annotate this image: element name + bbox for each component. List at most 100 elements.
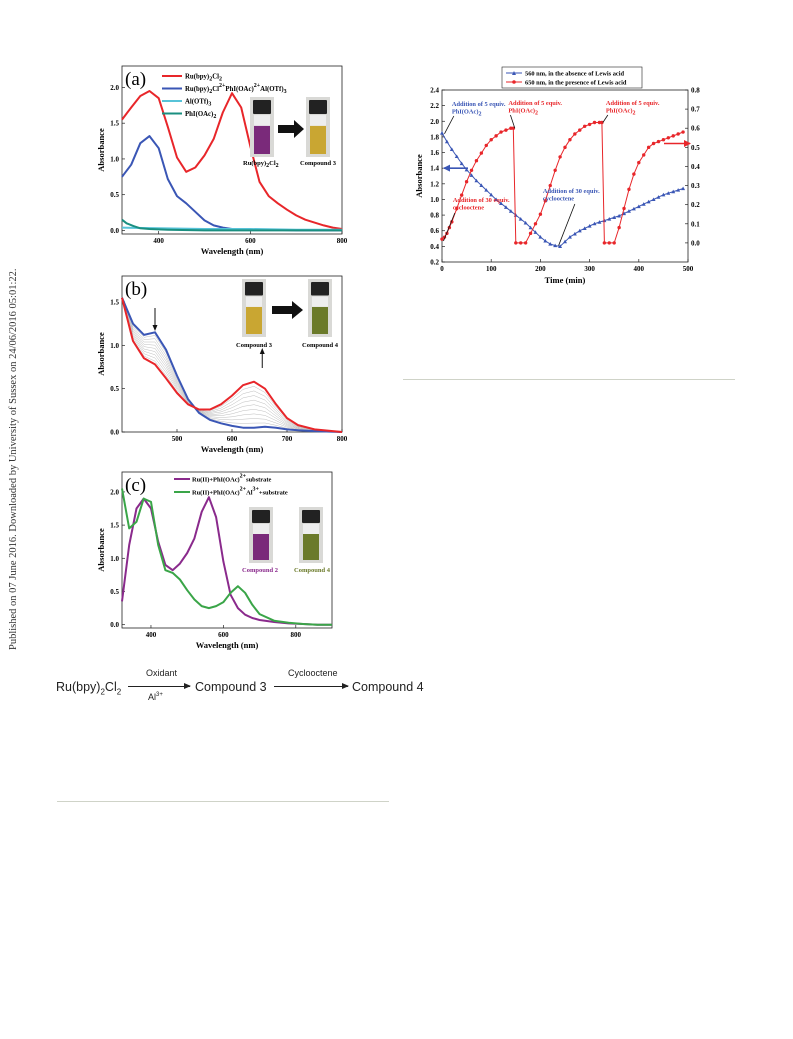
x-tick-label: 100 [486, 265, 497, 273]
data-point [519, 241, 523, 245]
series-line-1 [121, 496, 332, 626]
annotation-line1: Addition of 5 equiv. [508, 100, 562, 107]
intermediate-spectrum [121, 297, 343, 433]
data-point [587, 224, 592, 228]
y-tick-label: 0.2 [430, 259, 439, 267]
legend-label: Al(OTf)3​ [185, 99, 211, 108]
annotation-line1: Addition of 5 equiv. [606, 100, 660, 107]
y-tick-label: 0.4 [430, 243, 439, 251]
data-point [459, 193, 464, 197]
data-point [637, 160, 641, 165]
vial-right-glass [312, 296, 328, 307]
intermediate-spectrum [121, 297, 343, 433]
vial-right [299, 507, 323, 563]
data-point [558, 244, 563, 248]
data-point [567, 234, 572, 239]
decrease-arrow-head [152, 325, 158, 331]
data-point [548, 183, 552, 188]
data-point [543, 199, 548, 203]
x-tick-label: 400 [634, 265, 645, 273]
data-point [440, 131, 444, 135]
data-point [469, 173, 474, 177]
data-point [636, 204, 641, 209]
y2-tick-label: 0.1 [691, 220, 700, 228]
data-point [464, 167, 469, 172]
data-point [484, 188, 489, 192]
vial-right-cap [311, 282, 329, 296]
x-tick-label: 600 [218, 631, 229, 639]
intermediate-spectrum [121, 297, 343, 433]
intermediate-spectrum [121, 297, 343, 433]
absorbance-chart-b: 500 600 700 800 0.0 0.5 1.0 1.5 Wavelength (nm) A… [96, 275, 348, 454]
data-point [617, 213, 622, 218]
data-point [582, 124, 587, 129]
annotation-line2: PhI(OAc)2​ [508, 108, 538, 117]
data-point [563, 145, 567, 150]
inset-label-left: Compound 3 [236, 342, 273, 349]
y-tick-label: 1.0 [110, 555, 119, 563]
legend-label: PhI(OAc)2​ [185, 111, 216, 120]
x-tick-label: 600 [227, 435, 238, 443]
vial-right-cap [302, 510, 320, 523]
data-point [528, 225, 533, 230]
data-point [617, 225, 621, 230]
data-point [573, 132, 577, 136]
data-point [494, 134, 498, 138]
data-point [632, 172, 636, 176]
increase-arrow-head [259, 348, 265, 354]
intermediate-spectrum [121, 297, 343, 433]
annotation-line1: Addition of 30 equiv. [543, 188, 600, 195]
data-point [563, 239, 567, 244]
data-point [607, 241, 611, 245]
y2-tick-label: 0.4 [691, 163, 700, 171]
data-point [592, 221, 597, 226]
x-tick-label: 0 [440, 265, 444, 273]
inset-arrow [278, 120, 304, 138]
data-point [523, 220, 528, 225]
y-tick-label: 1.0 [110, 342, 119, 350]
data-point [646, 199, 651, 204]
data-point [666, 136, 671, 140]
inset-label-right: Compound 4 [302, 342, 339, 349]
scheme-arrow-1 [128, 683, 191, 689]
data-point [572, 231, 577, 236]
data-point [651, 141, 656, 146]
vial-left-cap [252, 510, 270, 523]
x-axis-label: Wavelength (nm) [201, 246, 264, 256]
y-axis-label: Absorbance [96, 528, 106, 572]
data-point [612, 241, 616, 245]
vial-left-liquid [254, 125, 270, 154]
data-point [464, 180, 469, 184]
vial-left [242, 279, 266, 337]
data-point [568, 137, 572, 142]
data-point [661, 192, 666, 197]
scheme-arrow-2 [274, 683, 349, 689]
data-point [514, 241, 518, 245]
x-tick-label: 400 [153, 237, 164, 245]
annotation-arrow [558, 203, 576, 246]
data-point [631, 206, 636, 211]
series-line-1 [121, 297, 343, 433]
data-point [548, 242, 553, 246]
scheme-start: Ru(bpy)2Cl2 [56, 680, 122, 697]
data-point [538, 212, 543, 216]
data-point [474, 159, 479, 163]
data-point [469, 168, 474, 172]
data-point [489, 192, 494, 197]
data-point [681, 186, 686, 191]
data-point [533, 222, 538, 226]
legend-marker [512, 80, 516, 84]
vial-right-cap [309, 100, 327, 115]
data-point [508, 209, 513, 213]
data-point [489, 137, 493, 142]
vial-right [306, 97, 330, 157]
y-tick-label: 1.6 [430, 149, 439, 157]
data-point [523, 241, 528, 245]
y-tick-label: 1.5 [110, 299, 119, 307]
data-point [538, 234, 543, 239]
panel-label: (c) [125, 475, 146, 496]
y-tick-label: 1.0 [110, 155, 119, 163]
annotation-line2: PhI(OAc)2​ [452, 109, 482, 118]
x-tick-label: 200 [535, 265, 546, 273]
data-point [553, 243, 558, 248]
